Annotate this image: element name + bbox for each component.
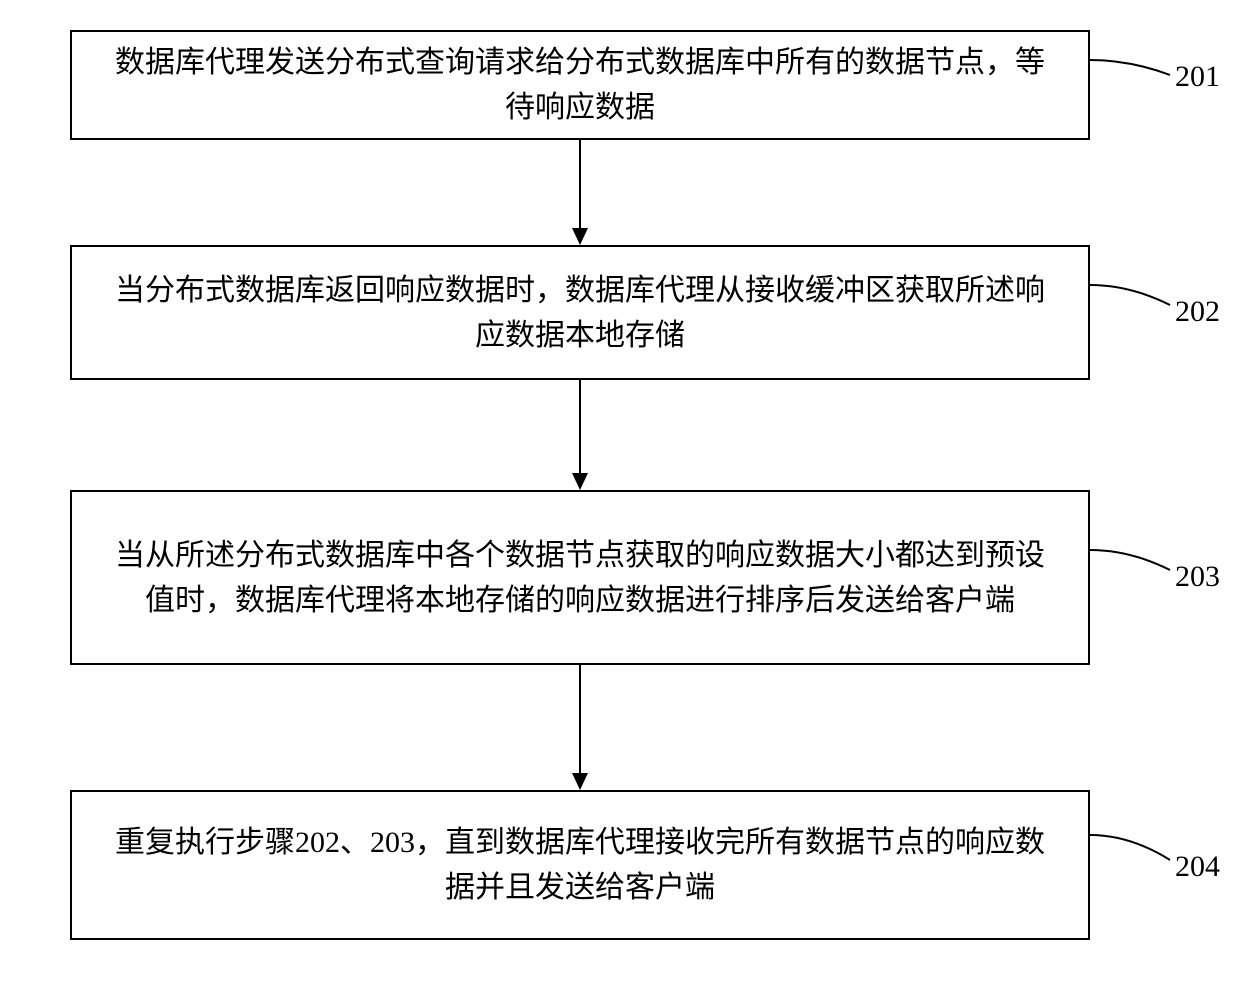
step-label-203: 203 [1175,560,1220,594]
label-connector-203 [1090,540,1175,580]
step-box-204: 重复执行步骤202、203，直到数据库代理接收完所有数据节点的响应数据并且发送给… [70,790,1090,940]
step-label-204: 204 [1175,850,1220,884]
step-box-201: 数据库代理发送分布式查询请求给分布式数据库中所有的数据节点，等待响应数据 [70,30,1090,140]
label-connector-201 [1090,50,1175,90]
step-text-203: 当从所述分布式数据库中各个数据节点获取的响应数据大小都达到预设值时，数据库代理将… [102,533,1058,623]
step-text-202: 当分布式数据库返回响应数据时，数据库代理从接收缓冲区获取所述响应数据本地存储 [102,268,1058,358]
step-label-201: 201 [1175,60,1220,94]
arrow-3 [570,665,590,790]
label-connector-204 [1090,825,1175,870]
step-box-202: 当分布式数据库返回响应数据时，数据库代理从接收缓冲区获取所述响应数据本地存储 [70,245,1090,380]
label-connector-202 [1090,275,1175,315]
step-box-203: 当从所述分布式数据库中各个数据节点获取的响应数据大小都达到预设值时，数据库代理将… [70,490,1090,665]
step-label-202: 202 [1175,295,1220,329]
arrow-2 [570,380,590,490]
step-text-201: 数据库代理发送分布式查询请求给分布式数据库中所有的数据节点，等待响应数据 [102,40,1058,130]
step-text-204: 重复执行步骤202、203，直到数据库代理接收完所有数据节点的响应数据并且发送给… [102,820,1058,910]
flowchart-container: 数据库代理发送分布式查询请求给分布式数据库中所有的数据节点，等待响应数据 201… [0,0,1240,994]
arrow-1 [570,140,590,245]
